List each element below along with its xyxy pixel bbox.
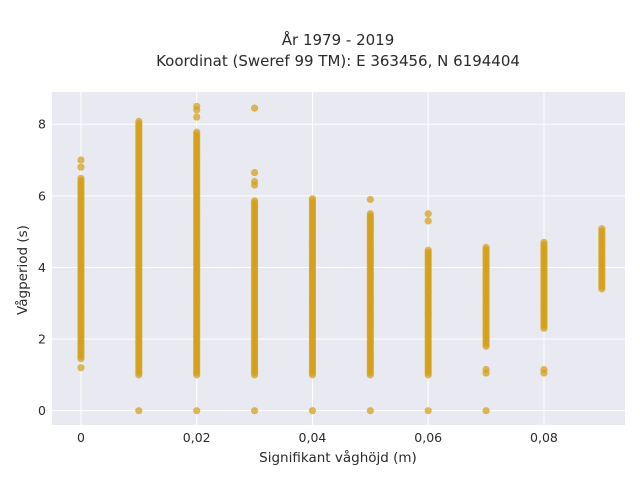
- y-axis-title: Vågperiod (s): [14, 225, 31, 315]
- y-tick-label: 0: [38, 403, 46, 418]
- data-point: [250, 197, 259, 205]
- chart-subtitle: Koordinat (Sweref 99 TM): E 363456, N 61…: [156, 52, 520, 70]
- y-tick-label: 4: [38, 260, 46, 275]
- data-point: [366, 210, 374, 218]
- data-point: [193, 113, 201, 121]
- x-tick-label: 0,04: [299, 430, 327, 445]
- data-point: [135, 407, 143, 415]
- data-point: [424, 210, 432, 218]
- plot-area: [52, 92, 625, 425]
- data-point: [482, 407, 490, 415]
- data-point: [366, 407, 374, 415]
- data-point: [77, 163, 85, 171]
- data-point: [193, 407, 201, 415]
- data-point: [424, 246, 432, 254]
- data-point: [540, 365, 548, 374]
- x-tick-label: 0,06: [414, 430, 442, 445]
- data-point: [250, 104, 259, 112]
- x-tick-label: 0,02: [183, 430, 211, 445]
- data-point: [135, 117, 143, 125]
- data-point: [250, 177, 259, 186]
- data-point: [77, 156, 85, 164]
- data-point: [366, 195, 374, 204]
- x-axis-title: Signifikant våghöjd (m): [259, 449, 417, 466]
- data-point: [482, 243, 490, 251]
- data-point: [308, 195, 317, 203]
- data-point: [424, 217, 432, 225]
- scatter-points: [77, 102, 606, 415]
- tick-labels: 0 0,02 0,04 0,06 0,08 0 2 4 6 8: [38, 117, 558, 445]
- y-tick-label: 2: [38, 332, 46, 347]
- data-point: [193, 128, 201, 136]
- x-tick-label: 0,08: [530, 430, 558, 445]
- data-point: [482, 365, 490, 374]
- data-point: [250, 407, 259, 415]
- data-point: [77, 364, 85, 372]
- data-point: [250, 168, 259, 177]
- data-point: [308, 407, 317, 415]
- y-tick-label: 6: [38, 188, 46, 203]
- data-point: [540, 238, 548, 246]
- data-point: [77, 174, 85, 182]
- y-tick-label: 8: [38, 117, 46, 132]
- data-point: [193, 102, 201, 110]
- chart-title: År 1979 - 2019: [282, 30, 395, 49]
- data-point: [598, 225, 606, 233]
- x-tick-label: 0: [77, 430, 85, 445]
- data-point: [424, 407, 432, 415]
